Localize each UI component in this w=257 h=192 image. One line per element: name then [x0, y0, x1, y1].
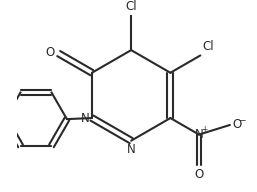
Text: O: O [45, 46, 54, 59]
Text: N: N [195, 128, 203, 141]
Text: Cl: Cl [125, 0, 137, 13]
Text: −: − [238, 115, 245, 124]
Text: N: N [127, 143, 135, 156]
Text: N: N [81, 112, 90, 125]
Text: +: + [202, 125, 208, 134]
Text: Cl: Cl [203, 40, 214, 53]
Text: O: O [194, 168, 204, 181]
Text: O: O [232, 118, 241, 132]
